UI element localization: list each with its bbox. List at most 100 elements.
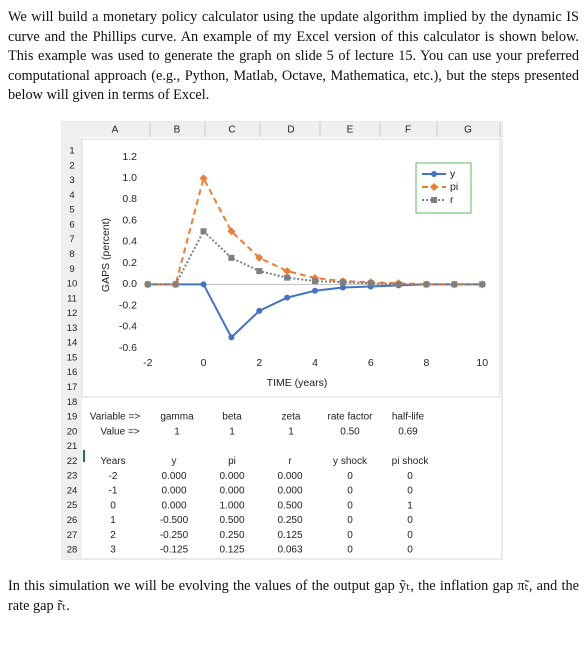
row-header: 18 [67, 397, 78, 408]
table-cell: -1 [109, 486, 118, 497]
table-cell: 0 [347, 500, 353, 511]
selected-cell [83, 450, 85, 462]
column-header: B [174, 125, 181, 136]
row-header: 7 [69, 234, 74, 245]
data-point [256, 307, 263, 314]
data-point [227, 227, 236, 236]
data-point [312, 287, 318, 294]
x-tick-label: 4 [312, 357, 318, 369]
legend-marker [431, 171, 437, 177]
data-point [284, 274, 291, 281]
row-header: 1 [69, 146, 74, 157]
table-cell: 0 [407, 545, 413, 556]
legend-marker [430, 183, 438, 191]
y-tick-label: 0.6 [122, 214, 137, 226]
row-header: 8 [69, 249, 74, 260]
data-point [284, 294, 291, 301]
data-point [256, 268, 263, 275]
table-header: pi [228, 456, 236, 467]
legend-label: r [450, 194, 454, 206]
column-header: G [464, 125, 472, 136]
table-header: y [172, 456, 177, 467]
column-header: A [112, 125, 119, 136]
row-header: 21 [67, 441, 78, 452]
table-cell: 2 [110, 530, 116, 541]
table-header: Years [100, 456, 125, 467]
column-header-bar [62, 122, 502, 137]
data-point [144, 281, 151, 288]
x-tick-label: 10 [476, 357, 488, 369]
row-header: 3 [69, 175, 74, 186]
table-cell: 0.250 [219, 530, 244, 541]
parameter-value: 0.50 [340, 426, 360, 437]
table-cell: 0 [347, 486, 353, 497]
parameter-value: 0.69 [398, 426, 418, 437]
table-cell: 1 [407, 500, 413, 511]
parameter-label: half-life [392, 412, 425, 423]
parameter-value: 1 [288, 426, 294, 437]
table-cell: 1 [110, 515, 116, 526]
row-header: 23 [67, 471, 78, 482]
data-point [228, 254, 235, 261]
y-tick-label: -0.6 [119, 342, 137, 354]
row-header: 5 [69, 205, 74, 216]
parameter-label: zeta [282, 412, 301, 423]
y-tick-label: 0.0 [122, 278, 137, 290]
legend-label: y [450, 168, 456, 180]
row-header: 27 [67, 530, 78, 541]
table-cell: -0.250 [160, 530, 189, 541]
row-header: 16 [67, 367, 78, 378]
x-tick-label: 0 [201, 357, 207, 369]
data-point [312, 278, 318, 285]
y-tick-label: -0.4 [119, 321, 137, 333]
y-axis-title: GAPS (percent) [100, 218, 112, 292]
parameter-label: rate factor [327, 412, 373, 423]
legend-marker [431, 197, 437, 203]
data-point [199, 174, 208, 183]
parameter-label: beta [222, 412, 242, 423]
table-cell: 3 [110, 545, 116, 556]
parameter-value: 1 [174, 426, 180, 437]
table-cell: 0 [110, 500, 116, 511]
data-point [451, 281, 458, 288]
row-header: 14 [67, 338, 78, 349]
table-header: r [288, 456, 292, 467]
row-header: 13 [67, 323, 78, 334]
table-cell: 0.000 [277, 471, 302, 482]
y-tick-label: 1.0 [122, 172, 137, 184]
row-header: 10 [67, 279, 78, 290]
table-cell: 0 [347, 471, 353, 482]
table-cell: -0.500 [160, 515, 189, 526]
table-cell: 0.063 [277, 545, 302, 556]
x-axis-title: TIME (years) [267, 377, 328, 389]
table-cell: 0.500 [219, 515, 244, 526]
row-header: 11 [67, 293, 77, 304]
x-tick-label: -2 [143, 357, 152, 369]
outro-paragraph: In this simulation we will be evolving t… [8, 578, 579, 614]
table-cell: 0.000 [161, 471, 186, 482]
row-header: 25 [67, 500, 78, 511]
table-cell: 0.125 [219, 545, 244, 556]
table-cell: 0.000 [219, 471, 244, 482]
table-cell: 0 [407, 471, 413, 482]
data-point [395, 281, 402, 288]
table-cell: 0 [347, 545, 353, 556]
table-cell: 0 [407, 486, 413, 497]
intro-paragraph: We will build a monetary policy calculat… [8, 9, 579, 104]
data-point [423, 281, 430, 288]
table-cell: 0.000 [219, 486, 244, 497]
table-cell: 0.250 [277, 515, 302, 526]
table-header: y shock [333, 456, 368, 467]
x-tick-label: 6 [368, 357, 374, 369]
x-tick-label: 2 [256, 357, 262, 369]
row-header-bar [62, 137, 82, 559]
row-header: 24 [67, 485, 78, 496]
table-cell: 0.500 [277, 500, 302, 511]
y-tick-label: -0.2 [119, 299, 137, 311]
table-cell: 0.000 [161, 486, 186, 497]
parameter-value: 1 [229, 426, 235, 437]
row-header: 9 [69, 264, 74, 275]
row-header: 28 [67, 545, 78, 556]
